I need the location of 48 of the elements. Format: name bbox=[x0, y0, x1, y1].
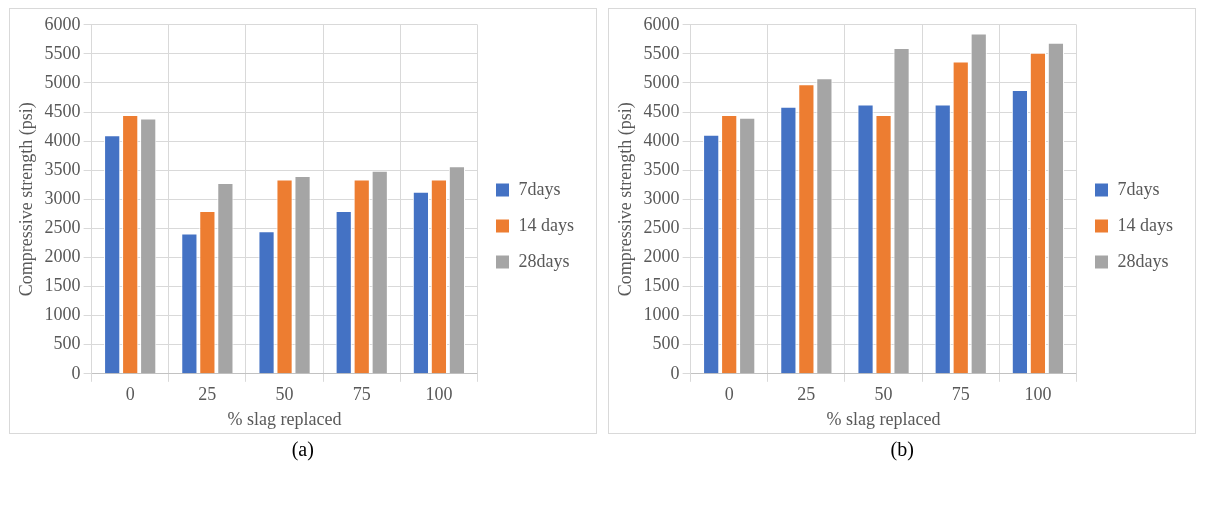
y-tick-label: 5000 bbox=[44, 71, 81, 92]
y-tick-label: 3500 bbox=[643, 158, 680, 179]
y-tick-label: 3500 bbox=[44, 158, 81, 179]
x-tick-label: 25 bbox=[797, 384, 816, 405]
x-axis-title: % slag replaced bbox=[826, 408, 941, 429]
y-tick-label: 2000 bbox=[44, 246, 81, 267]
y-tick-label: 5000 bbox=[643, 71, 680, 92]
x-tick-label: 0 bbox=[724, 384, 734, 405]
x-tick-label: 100 bbox=[1024, 384, 1052, 405]
x-tick-label: 75 bbox=[352, 384, 371, 405]
y-axis-title: Compressive strength (psi) bbox=[15, 102, 37, 297]
y-tick-label: 0 bbox=[71, 362, 81, 383]
legend-label: 7days bbox=[518, 178, 561, 199]
text: (b) bbox=[890, 438, 914, 461]
x-tick-label: 75 bbox=[951, 384, 970, 405]
legend-label: 14 days bbox=[1117, 214, 1174, 235]
legend-label: 14 days bbox=[518, 214, 574, 235]
y-tick-label: 3000 bbox=[643, 188, 680, 209]
y-tick-label: 5500 bbox=[44, 42, 81, 63]
y-tick-label: 2000 bbox=[643, 246, 680, 267]
x-axis-title: % slag replaced bbox=[227, 408, 342, 429]
y-tick-label: 1000 bbox=[643, 304, 680, 325]
y-tick-label: 4000 bbox=[44, 129, 81, 150]
x-tick-label: 100 bbox=[425, 384, 453, 405]
x-tick-label: 50 bbox=[874, 384, 893, 405]
y-tick-label: 4500 bbox=[44, 100, 81, 121]
legend-label: 28days bbox=[1117, 250, 1169, 271]
y-tick-label: 2500 bbox=[44, 217, 81, 238]
y-tick-label: 0 bbox=[670, 362, 680, 383]
x-tick-label: 0 bbox=[125, 384, 135, 405]
text: (a) bbox=[291, 438, 314, 461]
y-tick-label: 3000 bbox=[44, 188, 81, 209]
y-tick-label: 5500 bbox=[643, 42, 680, 63]
y-tick-label: 6000 bbox=[44, 13, 81, 34]
y-tick-label: 500 bbox=[652, 333, 680, 354]
legend-label: 28days bbox=[518, 250, 570, 271]
y-tick-label: 1500 bbox=[44, 275, 81, 296]
y-tick-label: 1500 bbox=[643, 275, 680, 296]
y-tick-label: 4000 bbox=[643, 129, 680, 150]
y-tick-label: 2500 bbox=[643, 217, 680, 238]
y-tick-label: 4500 bbox=[643, 100, 680, 121]
y-tick-label: 6000 bbox=[643, 13, 680, 34]
legend-label: 7days bbox=[1117, 178, 1160, 199]
y-axis-title: Compressive strength (psi) bbox=[614, 102, 636, 297]
x-tick-label: 50 bbox=[275, 384, 294, 405]
y-tick-label: 1000 bbox=[44, 304, 81, 325]
x-tick-label: 25 bbox=[198, 384, 217, 405]
y-tick-label: 500 bbox=[53, 333, 81, 354]
